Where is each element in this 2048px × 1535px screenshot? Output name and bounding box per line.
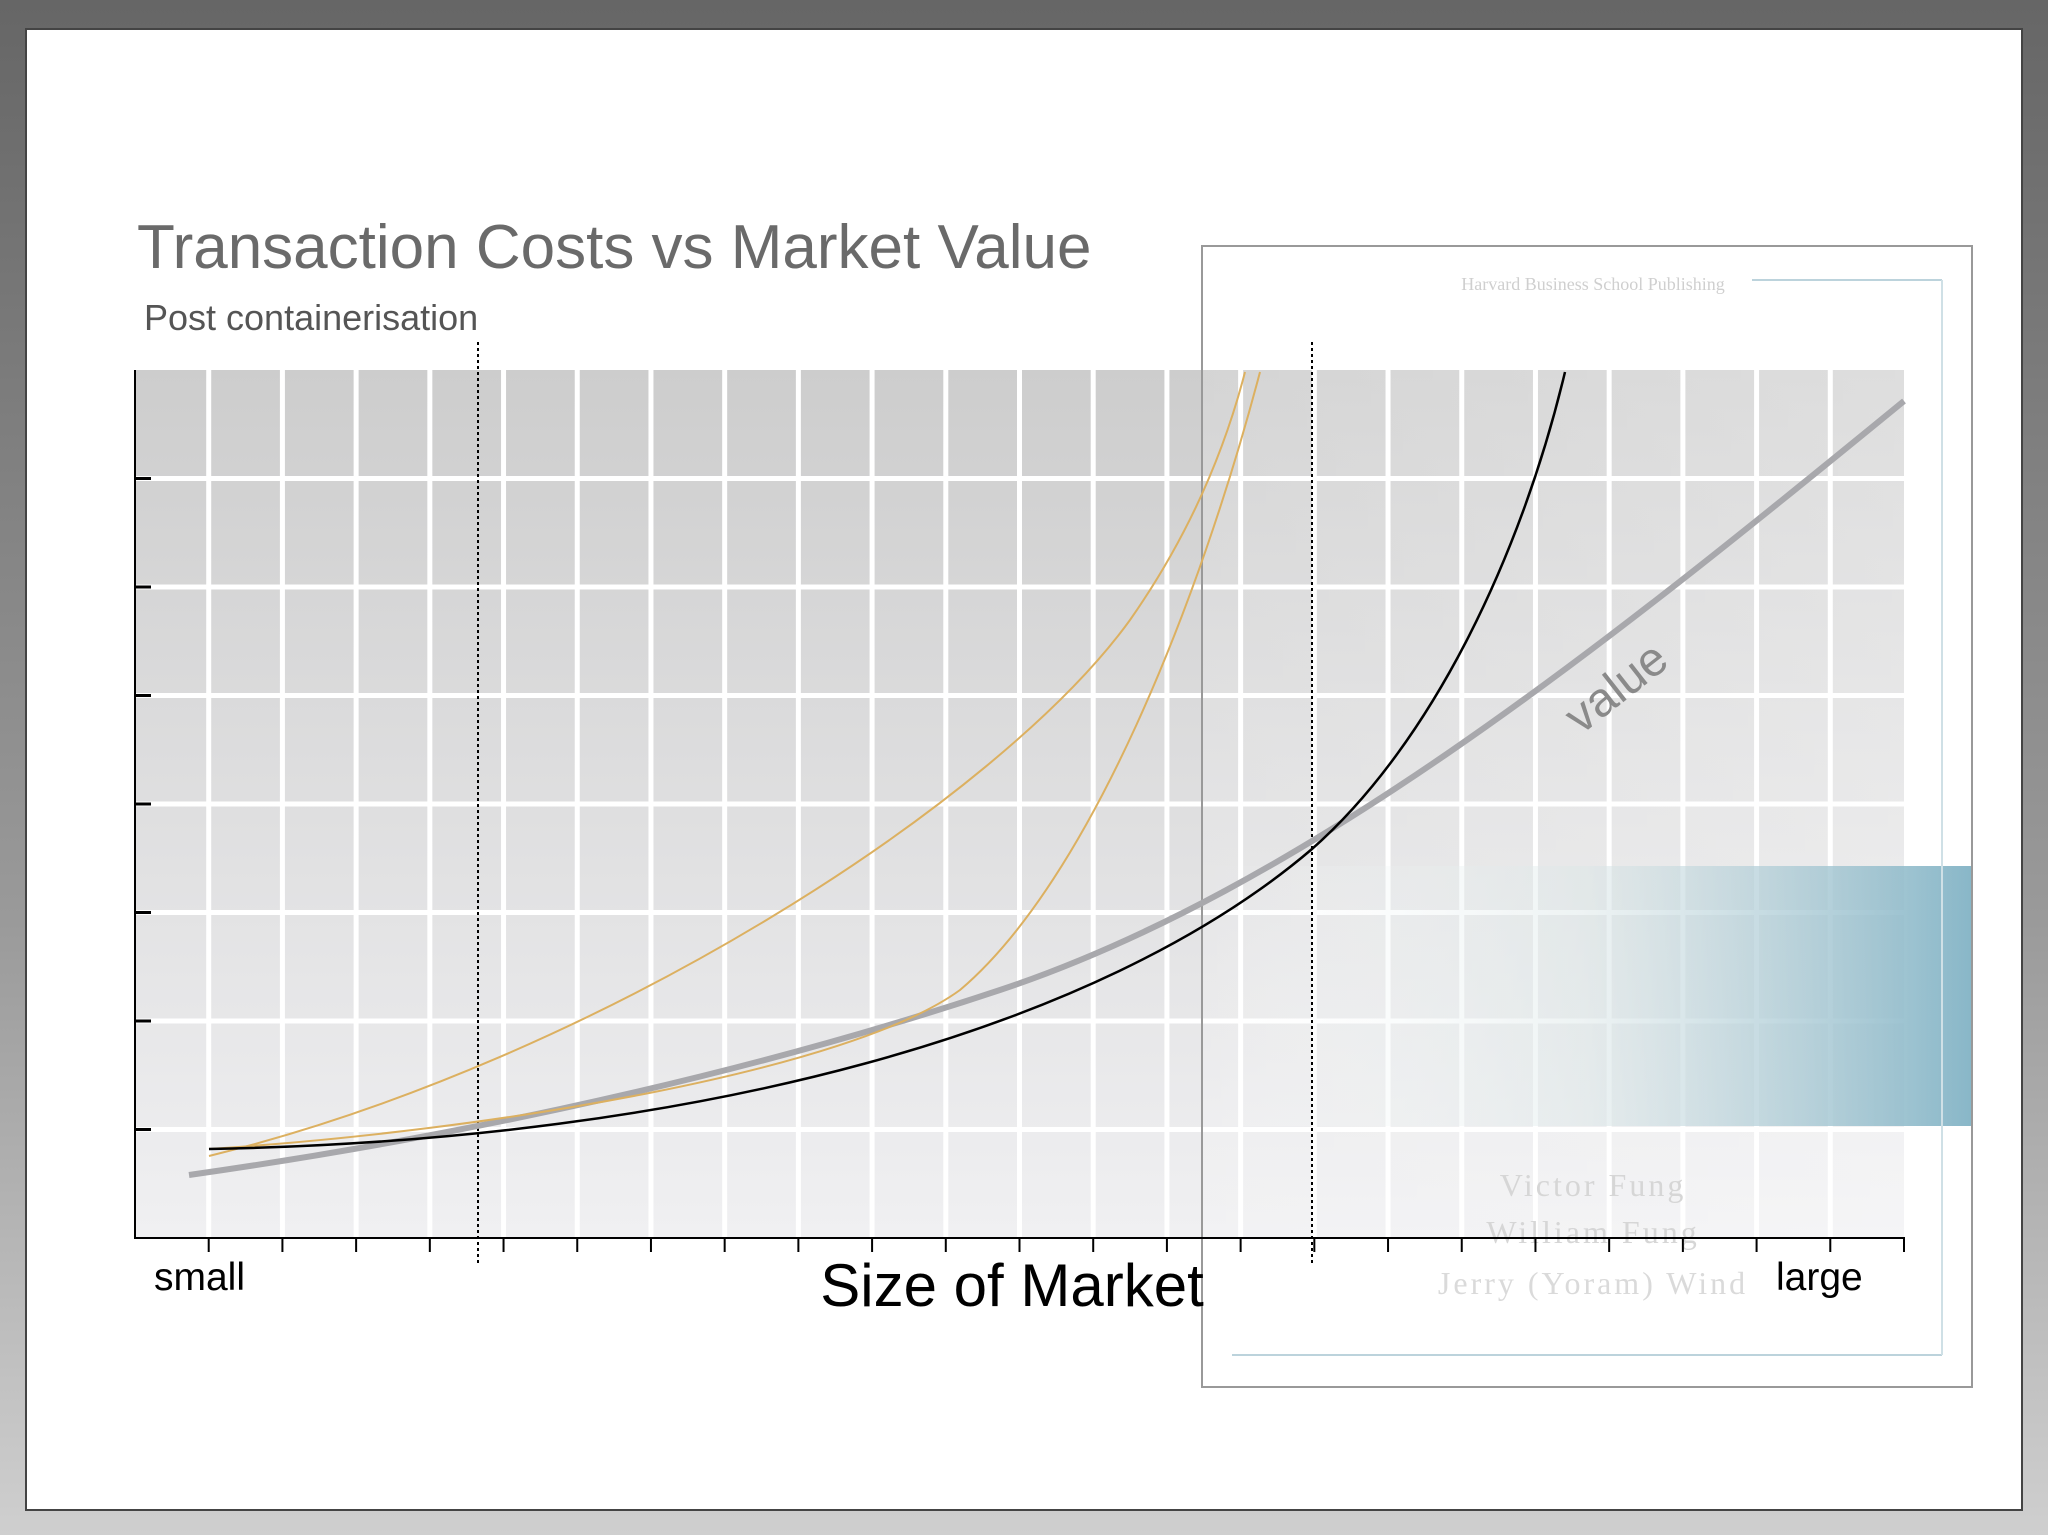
subtitle: Post containerisation bbox=[144, 297, 478, 338]
x-max-label: large bbox=[1776, 1256, 1863, 1299]
cost-curve bbox=[208, 371, 1261, 1150]
cost-curve bbox=[208, 371, 1567, 1151]
cover-author: William Fung bbox=[1486, 1214, 1699, 1250]
cover-author: Jerry (Yoram) Wind bbox=[1438, 1265, 1748, 1301]
axis-ticks bbox=[135, 477, 1905, 1252]
cover-publisher: Harvard Business School Publishing bbox=[1461, 274, 1725, 294]
title: Transaction Costs vs Market Value bbox=[137, 213, 1091, 282]
cover-author: Victor Fung bbox=[1500, 1167, 1687, 1203]
x-min-label: small bbox=[154, 1256, 245, 1299]
cost-curve bbox=[208, 371, 1246, 1157]
value-curve bbox=[188, 398, 1906, 1178]
x-axis-label: Size of Market bbox=[820, 1252, 1204, 1319]
book-cover bbox=[1201, 245, 1973, 1388]
